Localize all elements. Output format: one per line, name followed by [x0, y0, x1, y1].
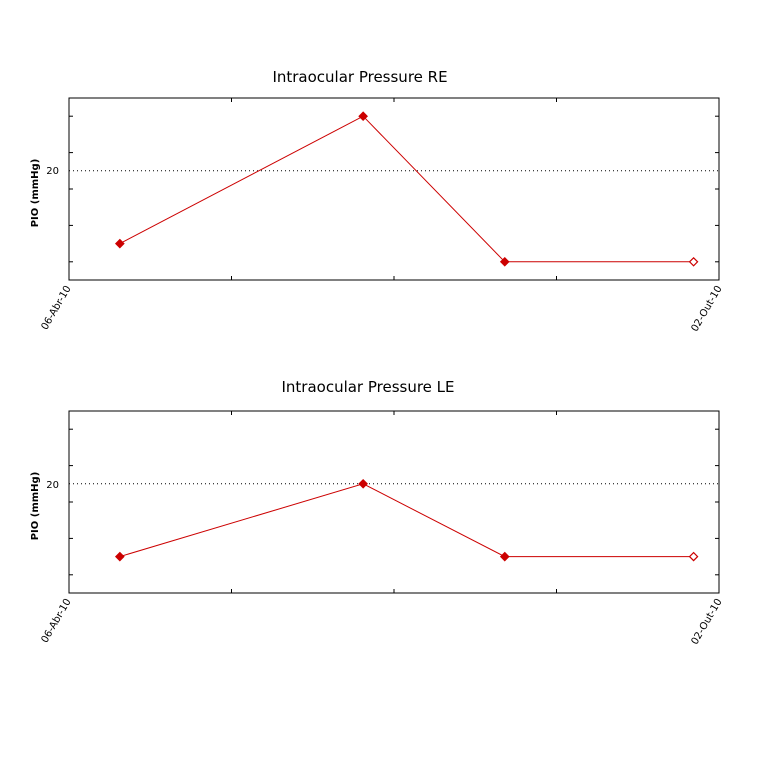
data-point [358, 478, 368, 489]
data-point [358, 111, 368, 122]
data-point [688, 551, 699, 562]
plot-frame [68, 97, 720, 281]
x-tick-label-end: 02-Out-10 [690, 284, 725, 334]
data-series [114, 478, 699, 562]
chart-le: Intraocular Pressure LE PIO (mmHg) 20 06… [30, 378, 725, 647]
data-point [499, 256, 510, 267]
plot-frame [68, 410, 720, 594]
y-axis-label: PIO (mmHg) [30, 159, 41, 228]
data-series [114, 111, 699, 267]
series-line [119, 115, 694, 263]
data-point [499, 551, 510, 562]
y-axis-label: PIO (mmHg) [30, 472, 41, 541]
data-point [114, 551, 125, 562]
x-tick-label-start: 06-Abr-10 [40, 597, 74, 645]
axis-ticks [68, 411, 720, 593]
y-tick-label: 20 [46, 166, 59, 177]
data-point [688, 256, 699, 267]
axis-ticks [68, 98, 720, 280]
chart-title: Intraocular Pressure LE [281, 378, 454, 396]
x-tick-label-start: 06-Abr-10 [40, 284, 74, 332]
y-tick-label: 20 [46, 480, 59, 491]
chart-title: Intraocular Pressure RE [272, 68, 447, 86]
series-line [119, 483, 694, 558]
data-point [114, 238, 125, 249]
chart-re: Intraocular Pressure RE PIO (mmHg) 20 06… [30, 68, 725, 334]
x-tick-label-end: 02-Out-10 [690, 597, 725, 647]
